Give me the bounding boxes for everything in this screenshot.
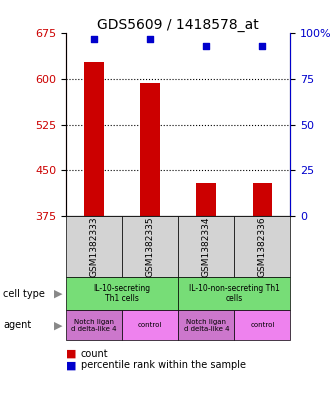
Bar xyxy=(196,183,216,216)
Text: GSM1382334: GSM1382334 xyxy=(202,217,211,277)
Bar xyxy=(84,62,104,216)
Title: GDS5609 / 1418578_at: GDS5609 / 1418578_at xyxy=(97,18,259,32)
Text: GSM1382333: GSM1382333 xyxy=(89,216,99,277)
Text: percentile rank within the sample: percentile rank within the sample xyxy=(81,360,246,371)
Text: IL-10-non-secreting Th1
cells: IL-10-non-secreting Th1 cells xyxy=(189,284,280,303)
Text: count: count xyxy=(81,349,109,359)
Bar xyxy=(252,183,272,216)
Text: GSM1382336: GSM1382336 xyxy=(258,216,267,277)
Text: GSM1382335: GSM1382335 xyxy=(146,216,155,277)
Text: ■: ■ xyxy=(66,349,77,359)
Text: control: control xyxy=(138,322,162,328)
Text: agent: agent xyxy=(3,320,32,330)
Bar xyxy=(140,83,160,216)
Text: ▶: ▶ xyxy=(53,320,62,330)
Point xyxy=(260,43,265,50)
Text: Notch ligan
d delta-like 4: Notch ligan d delta-like 4 xyxy=(71,319,117,332)
Text: ■: ■ xyxy=(66,360,77,371)
Text: cell type: cell type xyxy=(3,289,45,299)
Point xyxy=(91,36,97,42)
Point xyxy=(148,36,153,42)
Point xyxy=(204,43,209,50)
Text: control: control xyxy=(250,322,275,328)
Text: IL-10-secreting
Th1 cells: IL-10-secreting Th1 cells xyxy=(93,284,151,303)
Text: ▶: ▶ xyxy=(53,289,62,299)
Text: Notch ligan
d delta-like 4: Notch ligan d delta-like 4 xyxy=(183,319,229,332)
